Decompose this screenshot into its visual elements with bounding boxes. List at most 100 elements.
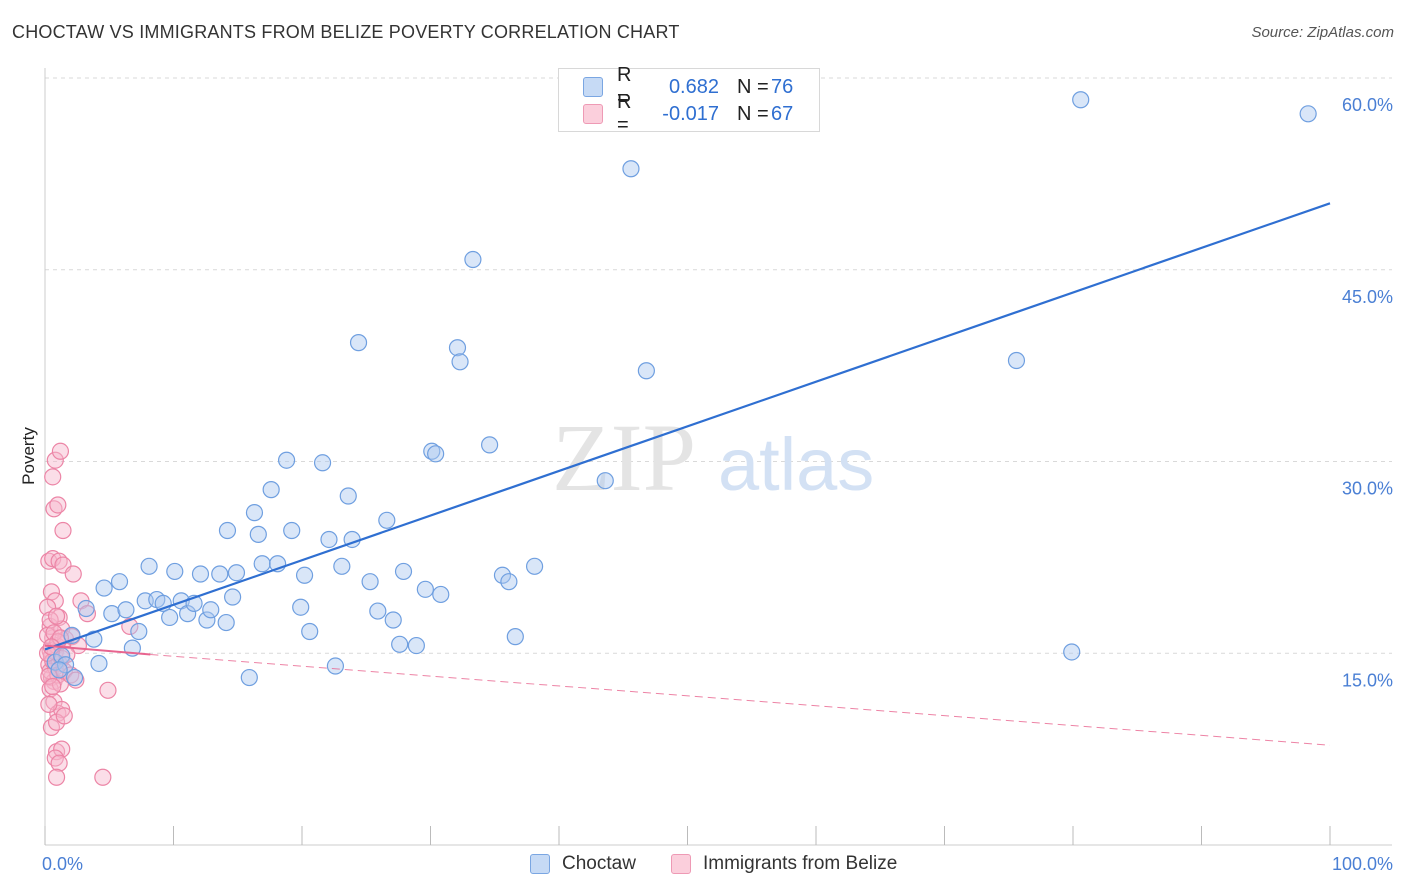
choctaw-point [1007, 351, 1026, 370]
choctaw-point [361, 573, 379, 591]
choctaw-point [85, 630, 103, 648]
watermark: ZIP atlas [552, 404, 874, 511]
belize-point [46, 451, 64, 469]
choctaw-point [283, 521, 301, 540]
bottom-legend-belize: Immigrants from Belize [671, 852, 897, 876]
choctaw-point [464, 250, 482, 269]
belize-trend-line-dashed [150, 654, 1331, 746]
belize-point [44, 468, 62, 486]
choctaw-point [407, 636, 425, 655]
belize-point [94, 768, 112, 786]
choctaw-point [500, 573, 518, 591]
belize-point [38, 598, 57, 616]
legend-r-label: R = [617, 91, 632, 136]
choctaw-point [637, 362, 655, 380]
choctaw-point [110, 573, 129, 591]
choctaw-point [525, 557, 544, 575]
choctaw-point [218, 521, 237, 540]
y-tick-label: 60.0% [1342, 95, 1393, 115]
trend-lines [44, 202, 1331, 746]
bottom-legend-label-choctaw: Choctaw [562, 853, 636, 874]
belize-trend-line-solid [44, 644, 151, 656]
choctaw-point [245, 504, 264, 522]
belize-point [47, 607, 66, 625]
choctaw-point [166, 562, 184, 581]
legend-swatch-choctaw [583, 77, 603, 97]
choctaw-point [349, 334, 368, 352]
choctaw-point [320, 530, 338, 549]
choctaw-point [277, 451, 296, 469]
legend-r-value: 0.682 [668, 75, 719, 98]
choctaw-point [50, 661, 68, 679]
belize-point [55, 707, 73, 725]
choctaw-point [140, 557, 158, 575]
choctaw-point [427, 445, 445, 463]
belize-point [40, 695, 58, 713]
choctaw-point [384, 611, 402, 629]
choctaw-point [1072, 91, 1090, 109]
y-axis-label: Poverty [19, 427, 38, 485]
choctaw-point [394, 562, 413, 581]
choctaw-point [249, 525, 267, 543]
choctaw-point [103, 605, 121, 623]
belize-point [64, 565, 82, 583]
choctaw-point [198, 611, 216, 629]
choctaw-point [253, 555, 271, 573]
y-tick-label: 15.0% [1342, 670, 1393, 690]
choctaw-points [46, 91, 1317, 687]
watermark-zip: ZIP [552, 404, 696, 511]
choctaw-point [130, 622, 148, 641]
belize-point [99, 681, 117, 699]
bottom-legend-choctaw: Choctaw [530, 852, 636, 876]
choctaw-point [77, 599, 95, 618]
legend-n-value: 67 [771, 102, 794, 125]
legend-r-label: R = [617, 64, 632, 109]
choctaw-point [1063, 643, 1081, 661]
gridlines [45, 77, 1392, 654]
choctaw-trend-line [44, 202, 1331, 651]
choctaw-point [301, 622, 319, 641]
belize-point [51, 442, 70, 460]
legend-row-choctaw: R = 0.682 N = 76 [583, 64, 793, 109]
chart-title: CHOCTAW VS IMMIGRANTS FROM BELIZE POVERT… [12, 22, 680, 42]
choctaw-point [448, 339, 467, 357]
belize-point [40, 667, 58, 685]
axes [44, 68, 1392, 846]
choctaw-point [416, 580, 434, 598]
choctaw-point [451, 353, 469, 371]
choctaw-point [391, 635, 409, 653]
choctaw-point [369, 602, 387, 620]
choctaw-point [1299, 105, 1317, 123]
choctaw-point [161, 608, 179, 627]
choctaw-point [240, 668, 258, 687]
correlation-legend: R = 0.682 N = 76 R = -0.017 N = 67 [558, 64, 820, 136]
choctaw-point [622, 160, 640, 178]
bottom-legend-label-belize: Immigrants from Belize [703, 853, 898, 874]
belize-point [53, 740, 71, 758]
choctaw-point [506, 628, 524, 646]
choctaw-point [65, 668, 84, 687]
x-tick-label-max: 100.0% [1332, 854, 1393, 874]
choctaw-point [211, 565, 229, 583]
tick-labels: 15.0% 30.0% 45.0% 60.0% 0.0% 100.0% [42, 95, 1393, 874]
belize-point [54, 521, 72, 540]
legend-n-label: N = [737, 102, 769, 125]
choctaw-point [326, 657, 345, 675]
legend-swatch-belize [583, 104, 603, 124]
legend-row-belize: R = -0.017 N = 67 [583, 91, 794, 136]
choctaw-point [224, 588, 242, 606]
choctaw-point [191, 565, 210, 583]
choctaw-point [90, 654, 108, 673]
choctaw-point [227, 564, 246, 582]
bottom-legend-swatch-belize [671, 854, 691, 874]
belize-point [44, 677, 62, 696]
y-tick-label: 45.0% [1342, 287, 1393, 307]
choctaw-point [481, 436, 499, 454]
belize-point [42, 718, 61, 736]
belize-point [47, 768, 66, 786]
choctaw-point [493, 566, 512, 584]
legend-r-value: -0.017 [662, 102, 719, 125]
choctaw-point [292, 598, 310, 616]
choctaw-point [339, 487, 357, 505]
